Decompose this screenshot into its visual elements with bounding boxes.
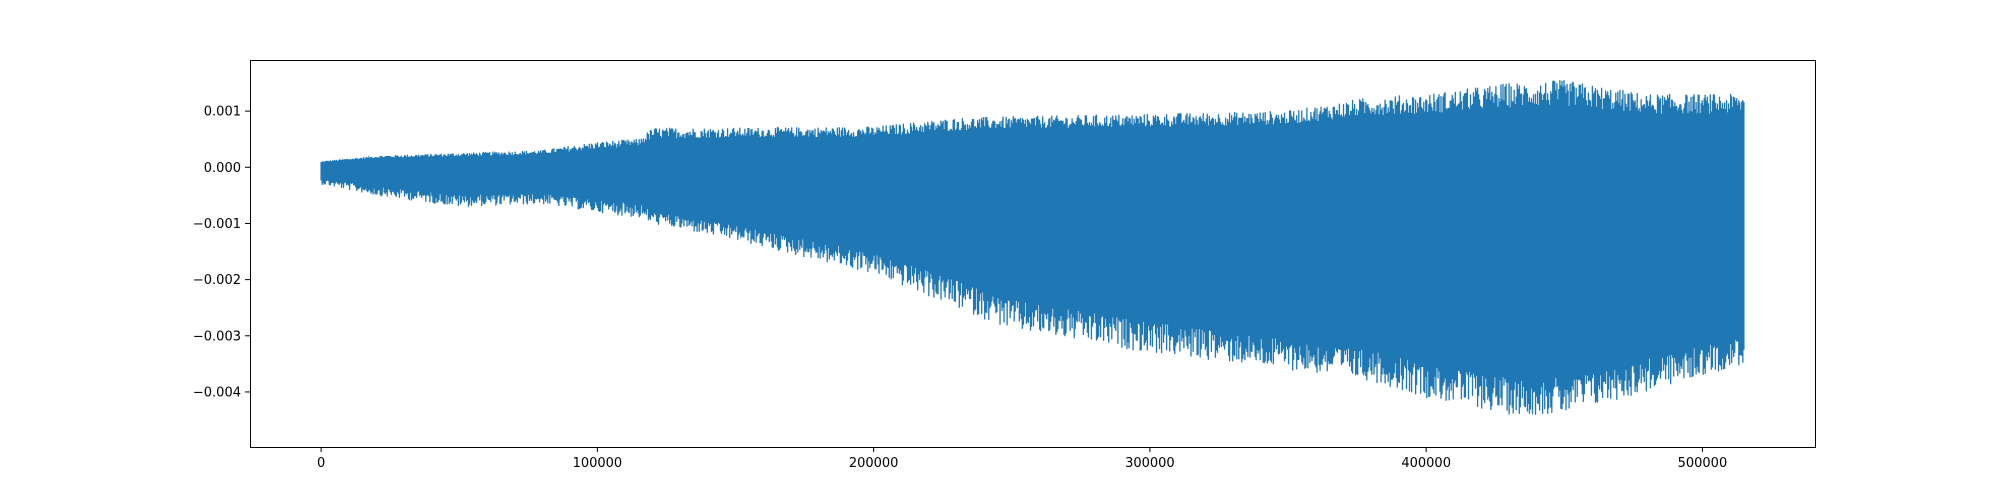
x-tick-label: 100000: [573, 456, 623, 471]
y-tick-label: 0.001: [204, 105, 241, 120]
y-tick-label: −0.002: [193, 273, 241, 288]
x-tick-label: 500000: [1678, 456, 1728, 471]
series-layer: [320, 79, 1745, 415]
y-tick-label: 0.000: [204, 161, 241, 176]
x-tick-label: 300000: [1125, 456, 1175, 471]
x-tick-label: 200000: [849, 456, 899, 471]
series-line: [320, 79, 1745, 415]
axes-frame: [250, 60, 1816, 448]
plot-area: [250, 60, 1816, 448]
x-axis: 0 100000 200000 300000 400000 500000: [317, 447, 1727, 471]
y-axis: 0.001 0.000 −0.001 −0.002 −0.003 −0.004: [193, 105, 250, 400]
y-tick-label: −0.003: [193, 329, 241, 344]
x-tick-label: 0: [317, 456, 325, 471]
y-tick-label: −0.001: [193, 217, 241, 232]
y-tick-label: −0.004: [193, 385, 241, 400]
x-tick-label: 400000: [1401, 456, 1451, 471]
